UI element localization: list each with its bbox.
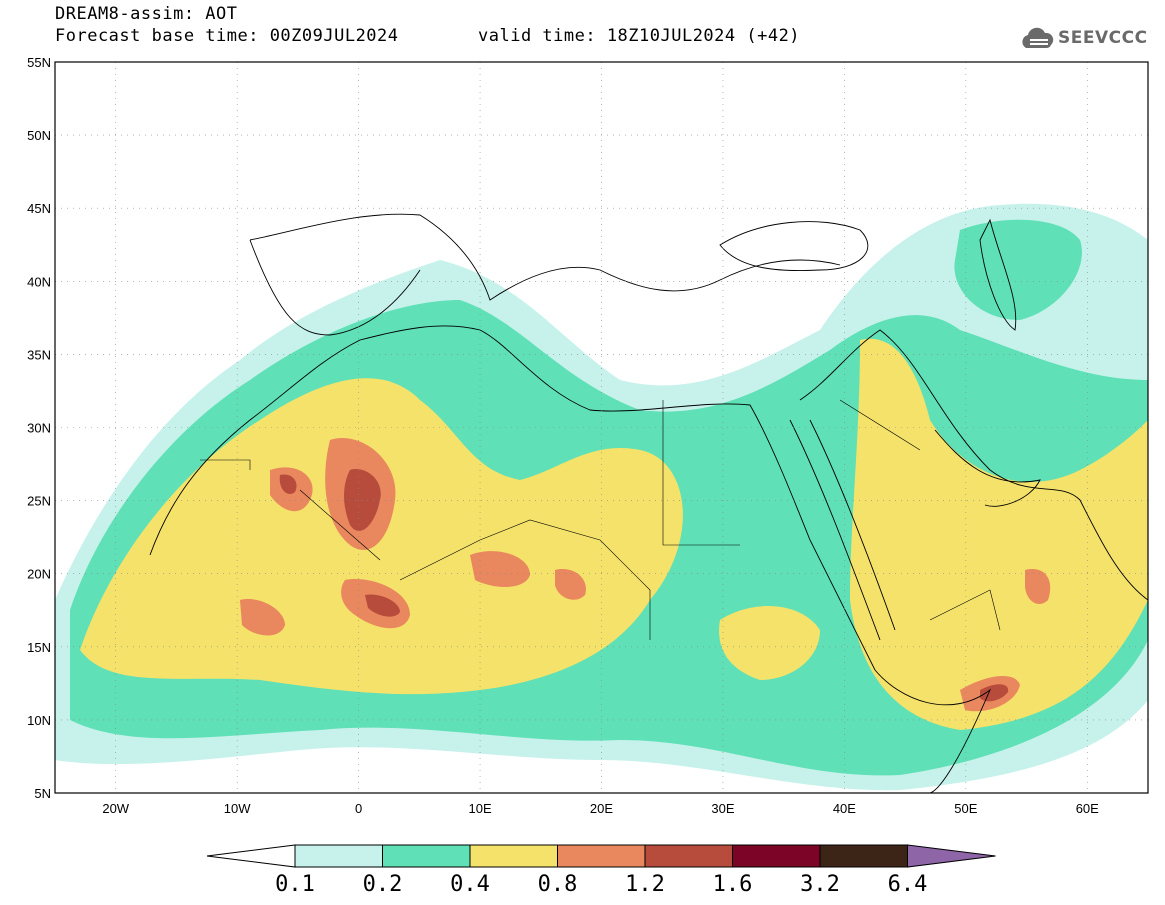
colorbar-label: 0.4 bbox=[450, 872, 490, 897]
lat-tick-label: 40N bbox=[27, 274, 51, 289]
aot-band-1.2-b bbox=[365, 594, 400, 617]
arabia-coast bbox=[799, 329, 1148, 601]
lon-tick-label: 0 bbox=[355, 801, 362, 816]
aot-band-0.8-e bbox=[470, 551, 530, 587]
red-sea bbox=[789, 419, 896, 641]
lon-tick-label: 30E bbox=[711, 801, 734, 816]
colorbar-extend-low bbox=[206, 844, 296, 868]
caspian-sea bbox=[979, 218, 1017, 331]
colorbar-segment bbox=[469, 844, 558, 868]
lat-tick-label: 25N bbox=[27, 494, 51, 509]
logo-text: SEEVCCC bbox=[1058, 28, 1148, 48]
lon-tick-label: 40E bbox=[833, 801, 856, 816]
lon-tick-label: 10W bbox=[224, 801, 251, 816]
lon-tick-label: 60E bbox=[1076, 801, 1099, 816]
lon-tick-label: 20W bbox=[102, 801, 129, 816]
lat-tick-label: 20N bbox=[27, 567, 51, 582]
lat-tick-label: 30N bbox=[27, 421, 51, 436]
lat-tick-label: 45N bbox=[27, 201, 51, 216]
persian-gulf bbox=[934, 429, 1041, 507]
iberia bbox=[249, 239, 421, 336]
lon-tick-label: 50E bbox=[954, 801, 977, 816]
africa-coast bbox=[149, 325, 992, 793]
colorbar-extend-high bbox=[907, 844, 996, 868]
aot-band-1.2-a bbox=[344, 469, 381, 531]
colorbar-segment bbox=[382, 844, 471, 868]
lon-tick-label: 10E bbox=[468, 801, 491, 816]
colorbar-label: 6.4 bbox=[888, 872, 928, 897]
colorbar-segment bbox=[819, 844, 908, 868]
borders bbox=[200, 399, 1001, 640]
colorbar-label: 1.2 bbox=[625, 872, 665, 897]
lat-tick-label: 35N bbox=[27, 347, 51, 362]
aot-band-1.2-c bbox=[279, 474, 297, 495]
lon-tick-label: 20E bbox=[590, 801, 613, 816]
aot-band-0.2-caspian bbox=[954, 219, 1082, 320]
forecast-valid-time: valid time: 18Z10JUL2024 (+42) bbox=[478, 26, 801, 46]
aot-band-0.4-sudan bbox=[719, 606, 820, 680]
map-frame bbox=[54, 61, 1149, 794]
lat-tick-label: 50N bbox=[27, 128, 51, 143]
aot-band-0.8-f bbox=[555, 569, 586, 600]
black-sea bbox=[719, 221, 869, 272]
colorbar-label: 0.1 bbox=[275, 872, 315, 897]
lat-tick-label: 55N bbox=[27, 55, 51, 70]
colorbar-segment bbox=[732, 844, 821, 868]
lat-tick-label: 15N bbox=[27, 640, 51, 655]
colorbar-segment bbox=[557, 844, 646, 868]
coastlines bbox=[149, 213, 1148, 793]
europe-coast bbox=[249, 213, 841, 301]
colorbar-label: 3.2 bbox=[800, 872, 840, 897]
axis-ticks: 55N 50N 45N 40N 35N 30N 25N 20N 15N 10N 5N 20W 10W 0 1… bbox=[27, 55, 1099, 816]
cloud-logo-icon bbox=[1022, 27, 1054, 48]
map-title: DREAM8-assim: AOT bbox=[55, 4, 238, 24]
forecast-base-time: Forecast base time: 00Z09JUL2024 bbox=[55, 26, 399, 46]
colorbar: 0.1 0.2 0.4 0.8 1.2 1.6 3.2 6.4 bbox=[206, 844, 996, 897]
colorbar-label: 1.6 bbox=[713, 872, 753, 897]
aot-band-0.8-h bbox=[1025, 569, 1051, 605]
lat-tick-label: 5N bbox=[34, 786, 51, 801]
colorbar-segment bbox=[294, 844, 383, 868]
colorbar-segment bbox=[644, 844, 733, 868]
lat-tick-label: 10N bbox=[27, 713, 51, 728]
colorbar-label: 0.8 bbox=[538, 872, 578, 897]
colorbar-label: 0.2 bbox=[363, 872, 403, 897]
aot-band-0.8-d bbox=[240, 599, 285, 636]
aot-band-0.4-arabia bbox=[850, 338, 1148, 730]
